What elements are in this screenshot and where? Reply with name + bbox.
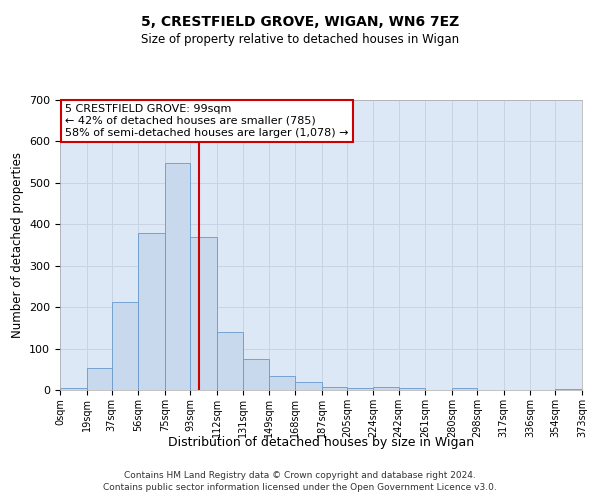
- Bar: [86, 368, 112, 390]
- Bar: [556, 389, 582, 390]
- Text: Contains HM Land Registry data © Crown copyright and database right 2024.: Contains HM Land Registry data © Crown c…: [124, 472, 476, 480]
- Bar: [165, 164, 190, 390]
- Bar: [244, 359, 269, 390]
- Bar: [322, 386, 347, 390]
- Y-axis label: Number of detached properties: Number of detached properties: [11, 152, 23, 338]
- Bar: [60, 388, 86, 390]
- Bar: [217, 332, 244, 390]
- Bar: [112, 302, 139, 390]
- Bar: [452, 388, 477, 390]
- Bar: [139, 232, 165, 390]
- Bar: [398, 388, 425, 390]
- Text: Size of property relative to detached houses in Wigan: Size of property relative to detached ho…: [141, 32, 459, 46]
- Text: Contains public sector information licensed under the Open Government Licence v3: Contains public sector information licen…: [103, 483, 497, 492]
- Text: 5 CRESTFIELD GROVE: 99sqm
← 42% of detached houses are smaller (785)
58% of semi: 5 CRESTFIELD GROVE: 99sqm ← 42% of detac…: [65, 104, 349, 138]
- Bar: [295, 382, 322, 390]
- Bar: [269, 376, 295, 390]
- Bar: [373, 386, 398, 390]
- Text: 5, CRESTFIELD GROVE, WIGAN, WN6 7EZ: 5, CRESTFIELD GROVE, WIGAN, WN6 7EZ: [141, 15, 459, 29]
- Bar: [347, 388, 373, 390]
- Bar: [190, 236, 217, 390]
- Text: Distribution of detached houses by size in Wigan: Distribution of detached houses by size …: [168, 436, 474, 449]
